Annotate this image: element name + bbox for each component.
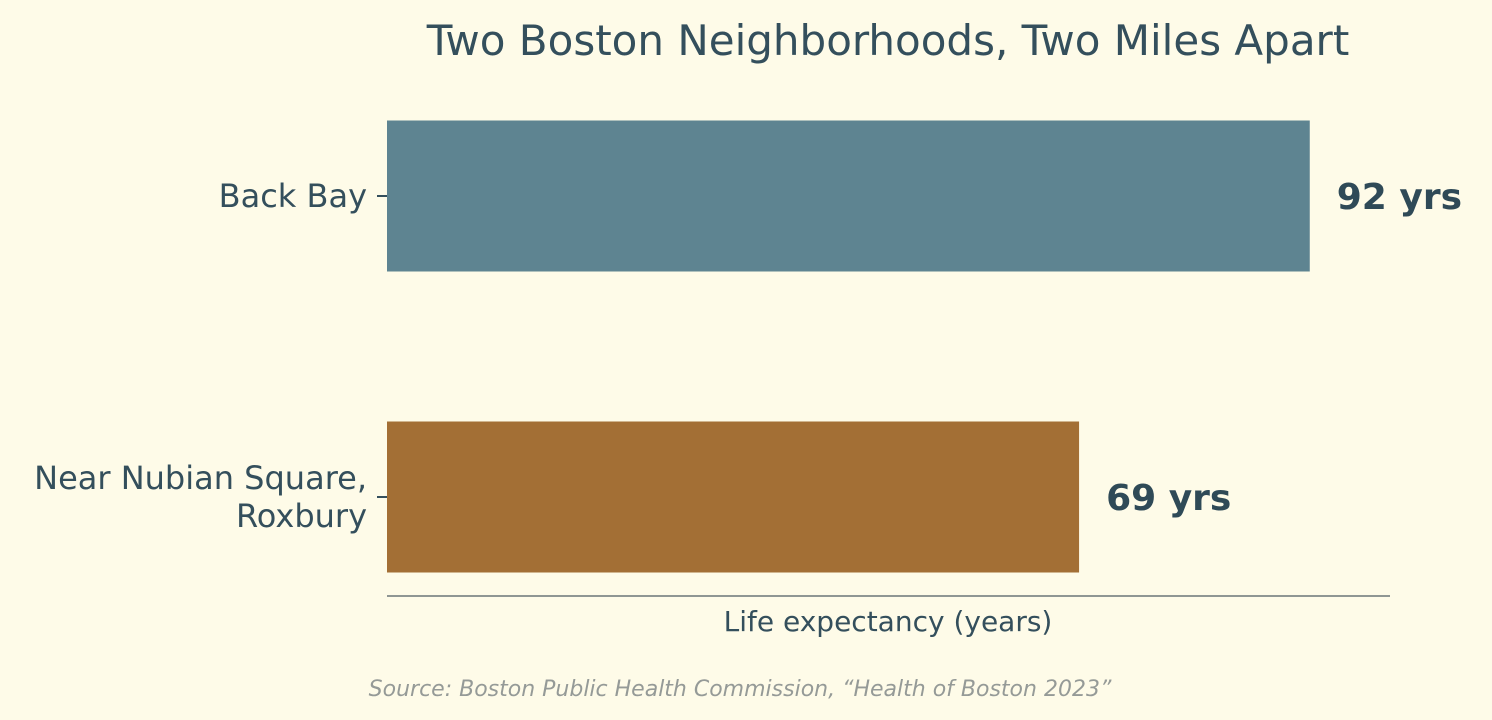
x-axis-label: Life expectancy (years) xyxy=(724,605,1053,638)
category-label-back-bay: Back Bay xyxy=(219,177,367,215)
bar-back-bay xyxy=(387,120,1310,272)
category-label-line: Roxbury xyxy=(236,497,367,535)
category-label-near-nubian-square-roxbury: Near Nubian Square, Roxbury xyxy=(34,459,367,535)
source-note: Source: Boston Public Health Commission,… xyxy=(369,677,1112,702)
bars-layer: Back Bay 92 yrs Near Nubian Square, Roxbury… xyxy=(34,120,1462,573)
category-label-line: Back Bay xyxy=(219,177,367,215)
bar-near-nubian-square-roxbury xyxy=(387,421,1080,573)
category-label-line: Near Nubian Square, xyxy=(34,459,367,497)
value-label-back-bay: 92 yrs xyxy=(1337,177,1462,218)
chart-title: Two Boston Neighborhoods, Two Miles Apar… xyxy=(426,16,1350,65)
value-label-near-nubian-square-roxbury: 69 yrs xyxy=(1106,478,1231,519)
